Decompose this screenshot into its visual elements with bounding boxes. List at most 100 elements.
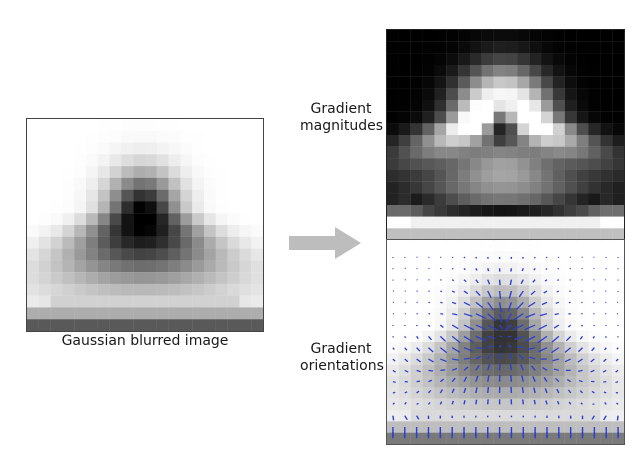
orientation-pixel	[577, 365, 589, 376]
blurred-pixel	[204, 237, 216, 249]
magnitude-pixel	[446, 147, 458, 159]
magnitude-pixel	[446, 30, 458, 42]
blurred-pixel	[157, 131, 169, 143]
magnitude-pixel	[600, 170, 612, 182]
blurred-pixel	[180, 166, 192, 178]
blurred-pixel	[27, 201, 39, 213]
magnitude-pixel	[482, 42, 494, 54]
blurred-pixel	[228, 260, 240, 272]
magnitude-pixel	[387, 112, 399, 124]
orientation-pixel	[553, 319, 565, 330]
orientation-pixel	[399, 240, 411, 251]
magnitude-pixel	[506, 182, 518, 194]
magnitude-pixel	[482, 112, 494, 124]
blurred-pixel	[51, 260, 63, 272]
blurred-pixel	[192, 213, 204, 225]
orientation-pixel	[553, 342, 565, 353]
magnitude-pixel	[434, 42, 446, 54]
magnitude-pixel	[577, 100, 589, 112]
blurred-pixel	[239, 143, 251, 155]
magnitude-pixel	[541, 123, 553, 135]
orientation-pixel	[541, 365, 553, 376]
orientation-pixel	[506, 353, 518, 364]
magnitude-pixel	[423, 170, 435, 182]
magnitude-pixel	[541, 77, 553, 89]
blurred-pixel	[180, 131, 192, 143]
blurred-pixel	[62, 166, 74, 178]
magnitude-pixel	[399, 88, 411, 100]
blurred-pixel	[74, 213, 86, 225]
orientation-pixel	[577, 251, 589, 262]
blurred-pixel	[51, 213, 63, 225]
magnitude-pixel	[387, 30, 399, 42]
magnitude-pixel	[423, 42, 435, 54]
blurred-pixel	[51, 131, 63, 143]
blurred-pixel	[239, 284, 251, 296]
blurred-pixel	[121, 296, 133, 308]
blurred-pixel	[180, 225, 192, 237]
orientation-pixel	[529, 387, 541, 398]
magnitude-pixel	[541, 170, 553, 182]
blurred-pixel	[121, 225, 133, 237]
blurred-pixel	[204, 201, 216, 213]
magnitude-pixel	[482, 205, 494, 217]
blurred-pixel	[86, 154, 98, 166]
orientation-pixel	[600, 297, 612, 308]
blurred-pixel	[62, 225, 74, 237]
magnitude-pixel	[399, 112, 411, 124]
blurred-pixel	[27, 284, 39, 296]
magnitude-pixel	[482, 123, 494, 135]
blurred-pixel	[157, 284, 169, 296]
magnitude-pixel	[434, 158, 446, 170]
blurred-pixel	[239, 225, 251, 237]
blurred-pixel	[51, 284, 63, 296]
blurred-pixel	[98, 272, 110, 284]
magnitude-pixel	[399, 170, 411, 182]
orientation-pixel	[577, 285, 589, 296]
blurred-pixel	[180, 190, 192, 202]
magnitude-pixel	[565, 112, 577, 124]
blurred-pixel	[121, 284, 133, 296]
magnitude-pixel	[506, 100, 518, 112]
orientation-arrow	[570, 280, 571, 281]
blurred-pixel	[228, 178, 240, 190]
magnitude-pixel	[423, 123, 435, 135]
blurred-pixel	[74, 296, 86, 308]
magnitude-pixel	[482, 65, 494, 77]
magnitude-pixel	[600, 30, 612, 42]
blurred-pixel	[228, 249, 240, 261]
magnitude-pixel	[565, 30, 577, 42]
magnitude-pixel	[529, 65, 541, 77]
blurred-pixel	[239, 201, 251, 213]
blurred-pixel	[180, 284, 192, 296]
blurred-pixel	[204, 307, 216, 319]
magnitude-pixel	[411, 123, 423, 135]
magnitude-pixel	[423, 65, 435, 77]
blurred-pixel	[86, 131, 98, 143]
orientation-arrow	[617, 348, 618, 350]
magnitude-pixel	[434, 170, 446, 182]
orientation-arrow	[522, 387, 523, 393]
orientation-arrow	[417, 403, 419, 404]
magnitude-pixel	[612, 77, 624, 89]
magnitude-pixel	[517, 65, 529, 77]
blurred-pixel	[98, 166, 110, 178]
blurred-pixel	[145, 296, 157, 308]
magnitude-pixel	[541, 205, 553, 217]
blurred-pixel	[62, 154, 74, 166]
blurred-pixel	[62, 143, 74, 155]
magnitude-pixel	[387, 123, 399, 135]
magnitude-pixel	[541, 53, 553, 65]
magnitude-pixel	[529, 100, 541, 112]
magnitude-pixel	[553, 123, 565, 135]
orientation-pixel	[446, 376, 458, 387]
blurred-pixel	[74, 154, 86, 166]
magnitude-pixel	[600, 77, 612, 89]
magnitude-pixel	[529, 193, 541, 205]
magnitude-pixel	[411, 42, 423, 54]
orientation-arrow	[452, 280, 454, 281]
blurred-pixel	[121, 237, 133, 249]
magnitude-pixel	[434, 100, 446, 112]
orientation-pixel	[541, 308, 553, 319]
blurred-pixel	[192, 143, 204, 155]
